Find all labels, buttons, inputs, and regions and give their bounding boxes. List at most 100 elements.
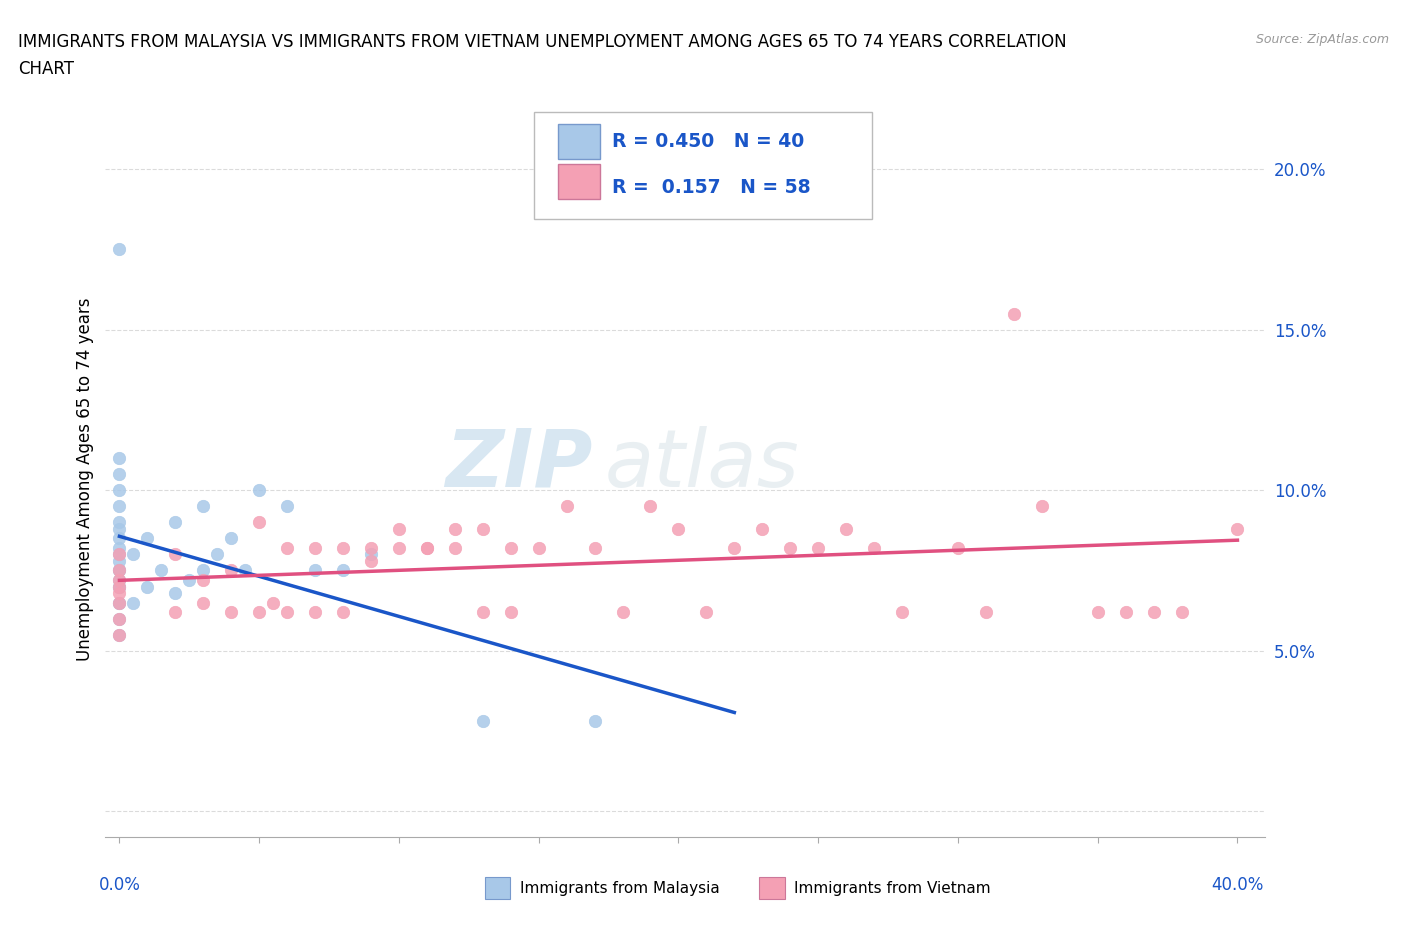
Text: ZIP: ZIP: [446, 426, 593, 504]
Point: [108, 563, 131, 578]
Point: [304, 540, 326, 555]
Point: [332, 604, 354, 619]
Point: [108, 563, 131, 578]
Point: [247, 604, 270, 619]
Point: [304, 563, 326, 578]
Point: [388, 540, 411, 555]
Point: [108, 611, 131, 626]
Point: [108, 573, 131, 588]
Point: [863, 540, 886, 555]
Point: [108, 451, 131, 466]
Point: [332, 563, 354, 578]
Point: [193, 498, 215, 513]
Point: [108, 515, 131, 530]
Point: [179, 573, 201, 588]
Point: [527, 540, 550, 555]
Point: [1002, 306, 1025, 321]
Point: [108, 498, 131, 513]
Point: [1226, 522, 1249, 537]
Point: [108, 483, 131, 498]
Point: [108, 627, 131, 642]
Point: [165, 515, 187, 530]
Point: [835, 522, 858, 537]
Point: [974, 604, 997, 619]
Point: [108, 627, 131, 642]
Point: [219, 563, 242, 578]
Point: [471, 522, 494, 537]
Point: [471, 714, 494, 729]
Point: [1115, 604, 1137, 619]
Point: [1087, 604, 1109, 619]
Point: [108, 522, 131, 537]
Point: [247, 515, 270, 530]
Point: [360, 547, 382, 562]
Point: [612, 604, 634, 619]
Point: [108, 547, 131, 562]
Point: [233, 563, 256, 578]
Point: [751, 522, 773, 537]
Text: IMMIGRANTS FROM MALAYSIA VS IMMIGRANTS FROM VIETNAM UNEMPLOYMENT AMONG AGES 65 T: IMMIGRANTS FROM MALAYSIA VS IMMIGRANTS F…: [18, 33, 1067, 50]
Point: [1170, 604, 1192, 619]
Point: [108, 595, 131, 610]
Point: [136, 531, 159, 546]
Point: [108, 573, 131, 588]
Point: [108, 467, 131, 482]
Point: [108, 563, 131, 578]
Point: [108, 547, 131, 562]
Point: [108, 611, 131, 626]
Point: [779, 540, 801, 555]
Point: [247, 483, 270, 498]
Point: [583, 540, 606, 555]
Point: [946, 540, 969, 555]
Point: [499, 604, 522, 619]
Point: [122, 547, 145, 562]
Text: 40.0%: 40.0%: [1211, 876, 1264, 894]
Point: [108, 242, 131, 257]
Point: [122, 595, 145, 610]
Text: atlas: atlas: [605, 426, 799, 504]
Point: [471, 604, 494, 619]
Point: [416, 540, 439, 555]
Point: [668, 522, 690, 537]
Point: [276, 498, 298, 513]
Text: Immigrants from Vietnam: Immigrants from Vietnam: [794, 881, 991, 896]
Point: [276, 540, 298, 555]
Point: [219, 604, 242, 619]
Point: [807, 540, 830, 555]
Point: [108, 586, 131, 601]
Point: [443, 522, 465, 537]
Point: [165, 604, 187, 619]
Point: [262, 595, 284, 610]
Point: [416, 540, 439, 555]
Point: [108, 540, 131, 555]
Point: [332, 540, 354, 555]
Point: [193, 595, 215, 610]
Point: [360, 540, 382, 555]
Y-axis label: Unemployment Among Ages 65 to 74 years: Unemployment Among Ages 65 to 74 years: [76, 298, 94, 660]
Point: [443, 540, 465, 555]
Point: [388, 522, 411, 537]
Point: [276, 604, 298, 619]
Text: Source: ZipAtlas.com: Source: ZipAtlas.com: [1256, 33, 1389, 46]
Point: [108, 553, 131, 568]
Point: [555, 498, 578, 513]
Point: [1031, 498, 1053, 513]
Point: [695, 604, 717, 619]
Text: R = 0.450   N = 40: R = 0.450 N = 40: [612, 132, 804, 152]
Point: [304, 604, 326, 619]
Point: [136, 579, 159, 594]
Point: [219, 531, 242, 546]
Text: R =  0.157   N = 58: R = 0.157 N = 58: [612, 178, 810, 197]
Point: [499, 540, 522, 555]
Point: [891, 604, 914, 619]
Point: [193, 563, 215, 578]
Text: Immigrants from Malaysia: Immigrants from Malaysia: [520, 881, 720, 896]
Point: [108, 595, 131, 610]
Point: [165, 547, 187, 562]
Point: [150, 563, 173, 578]
Point: [207, 547, 229, 562]
Point: [165, 586, 187, 601]
Text: 0.0%: 0.0%: [98, 876, 141, 894]
Point: [108, 579, 131, 594]
Point: [108, 531, 131, 546]
